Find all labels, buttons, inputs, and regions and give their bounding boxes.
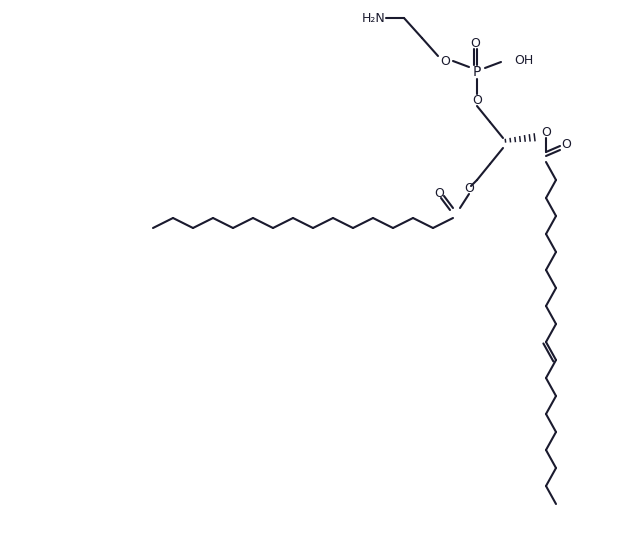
Text: O: O xyxy=(440,54,450,68)
Text: H₂N: H₂N xyxy=(362,12,386,25)
Text: O: O xyxy=(470,36,480,49)
Text: P: P xyxy=(472,65,481,79)
Text: O: O xyxy=(472,94,482,106)
Text: OH: OH xyxy=(514,54,533,67)
Text: O: O xyxy=(561,138,571,151)
Text: O: O xyxy=(434,186,444,199)
Text: O: O xyxy=(541,125,551,138)
Text: O: O xyxy=(464,181,474,194)
